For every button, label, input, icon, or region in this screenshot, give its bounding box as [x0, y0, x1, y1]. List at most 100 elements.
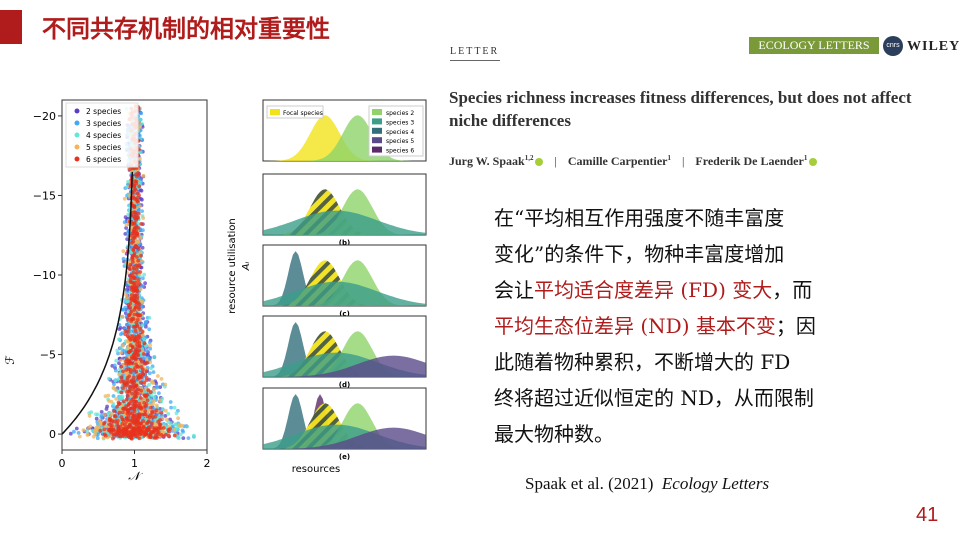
- data-point: [123, 423, 127, 427]
- x-axis-ticks: 0 1 2: [59, 450, 211, 470]
- data-point: [142, 433, 147, 438]
- legend-swatch: [372, 118, 382, 125]
- data-point: [127, 267, 132, 271]
- data-point: [136, 211, 141, 216]
- data-point: [119, 365, 124, 369]
- data-point: [185, 424, 189, 429]
- data-point: [109, 412, 114, 417]
- data-point: [135, 312, 140, 317]
- data-point: [140, 245, 145, 250]
- data-point: [126, 325, 131, 330]
- data-point: [112, 432, 117, 436]
- data-point: [127, 411, 132, 416]
- legend-box: [266, 105, 324, 119]
- data-point: [142, 412, 147, 417]
- data-point: [128, 280, 133, 284]
- data-point: [108, 422, 112, 427]
- data-point: [131, 210, 136, 215]
- data-point: [102, 421, 106, 426]
- data-point: [128, 263, 133, 267]
- data-point: [133, 328, 138, 333]
- data-point: [192, 433, 196, 438]
- data-point: [111, 427, 116, 432]
- data-point: [136, 215, 140, 220]
- data-point: [121, 379, 126, 384]
- x-axis-label: 𝒩: [128, 469, 143, 483]
- summary-line: 在“平均相互作用强度不随丰富度: [494, 206, 785, 230]
- data-point: [138, 188, 143, 193]
- data-point: [134, 369, 139, 374]
- data-point: [125, 339, 130, 344]
- data-point: [117, 431, 122, 436]
- data-point: [139, 197, 143, 201]
- data-point: [131, 228, 136, 233]
- data-point: [115, 404, 119, 409]
- y-axis-sublabel: Aᵢ: [241, 261, 252, 271]
- data-point: [131, 324, 136, 329]
- data-point: [136, 258, 141, 263]
- data-point: [150, 409, 154, 414]
- data-point: [154, 408, 159, 413]
- data-point: [146, 388, 151, 392]
- scatter-legend: 2 species 3 species 4 species 5 species 6 sp…: [65, 102, 139, 168]
- data-point: [123, 311, 128, 316]
- data-point: [134, 271, 139, 275]
- data-point: [148, 398, 153, 402]
- data-point: [186, 436, 191, 440]
- data-point: [126, 367, 131, 371]
- x-tick-label: 2: [204, 457, 211, 470]
- author-list: Jurg W. Spaak1,2 | Camille Carpentier1 |…: [449, 154, 818, 169]
- data-point: [163, 408, 168, 413]
- data-point: [114, 388, 118, 393]
- data-point: [121, 399, 126, 404]
- data-point: [149, 366, 153, 371]
- data-point: [124, 383, 128, 388]
- summary-line: 会让平均适合度差异 (FD) 变大，而: [494, 278, 813, 302]
- data-point: [140, 330, 145, 334]
- data-point: [135, 255, 139, 259]
- data-point: [85, 429, 90, 434]
- data-point: [117, 337, 121, 342]
- data-point: [118, 379, 123, 384]
- boundary-curve: [61, 171, 134, 435]
- data-point: [181, 436, 186, 440]
- data-point: [131, 248, 136, 253]
- legend-marker: [74, 120, 80, 126]
- data-point: [106, 411, 111, 416]
- data-point: [124, 359, 128, 363]
- data-point: [133, 243, 138, 248]
- data-point: [119, 358, 123, 363]
- data-point: [176, 416, 181, 421]
- highlight-nd: 平均生态位差异 (ND) 基本不变: [494, 314, 776, 338]
- data-point: [137, 401, 142, 406]
- page-number: 41: [916, 504, 939, 526]
- data-point: [128, 380, 133, 384]
- data-point: [144, 348, 149, 353]
- data-point: [147, 316, 152, 320]
- data-point: [129, 298, 134, 303]
- data-point: [143, 281, 148, 286]
- data-point: [120, 417, 125, 422]
- x-tick-label: 1: [131, 457, 138, 470]
- density-curve: [263, 427, 426, 449]
- density-curve: [263, 281, 426, 306]
- data-point: [140, 300, 145, 305]
- data-point: [124, 223, 129, 227]
- data-point: [123, 332, 128, 337]
- data-point: [137, 348, 142, 353]
- data-point: [139, 253, 143, 258]
- y-axis-ticks: −20 −15 −10 −5 0: [33, 110, 62, 441]
- data-point: [121, 406, 125, 411]
- data-point: [141, 173, 146, 178]
- data-point: [147, 371, 152, 376]
- data-point: [168, 400, 173, 404]
- data-point: [136, 278, 141, 282]
- data-point: [81, 428, 86, 432]
- data-point: [123, 232, 128, 236]
- data-point: [117, 361, 121, 366]
- data-point: [121, 343, 125, 348]
- data-point: [151, 370, 156, 374]
- data-point: [111, 436, 115, 441]
- data-point: [118, 424, 123, 429]
- publisher-logo: WILEY: [907, 39, 960, 54]
